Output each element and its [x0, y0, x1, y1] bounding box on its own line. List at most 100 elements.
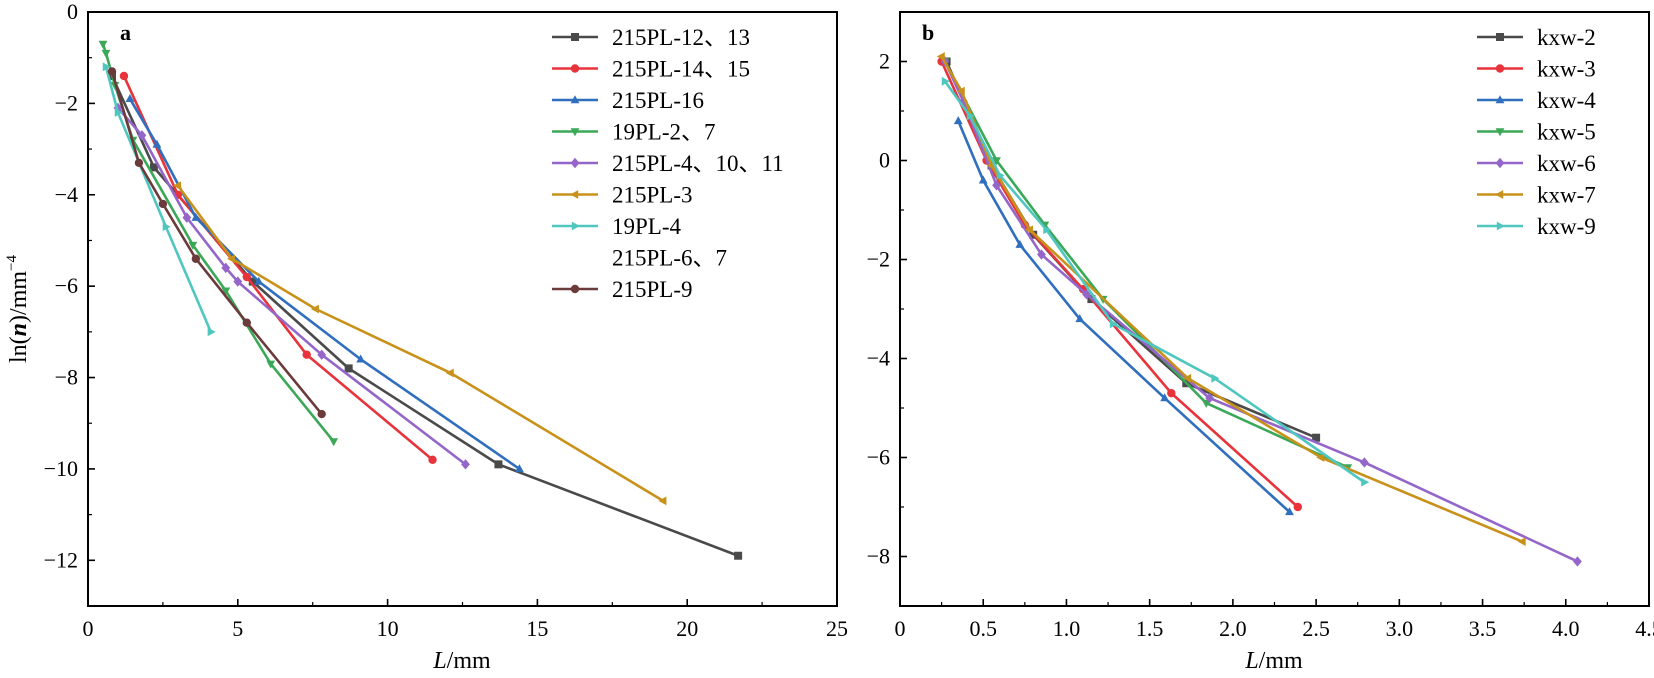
series-line — [176, 184, 664, 503]
series-6 — [173, 181, 667, 506]
series-1 — [942, 57, 1321, 442]
panel-a-legend: 215PL-12、13 215PL-14、15 215PL-16 19PL-2、7 21… — [552, 25, 784, 302]
panel-a-x-unit: /mm — [447, 648, 491, 674]
y-tick-label: 0 — [879, 148, 890, 173]
data-point — [134, 158, 144, 167]
series-5 — [940, 56, 1582, 567]
series-2 — [937, 57, 1303, 512]
legend-label: kxw-2 — [1537, 25, 1596, 50]
data-point — [98, 40, 108, 49]
legend-entry: 215PL-9 — [552, 277, 693, 302]
x-tick-label: 20 — [676, 616, 698, 641]
data-point — [356, 354, 366, 363]
data-point — [428, 455, 437, 464]
panel-a-y-sup: −4 — [4, 255, 20, 271]
data-point — [102, 62, 111, 72]
data-point — [188, 241, 198, 250]
data-point — [191, 212, 201, 221]
data-point — [1316, 453, 1325, 462]
x-tick-label: 2.5 — [1302, 616, 1330, 641]
legend-label: 215PL-16 — [612, 88, 704, 113]
x-tick-label: 25 — [826, 616, 848, 641]
x-tick-label: 1.0 — [1053, 616, 1081, 641]
series-line — [943, 60, 1349, 469]
panel-a-series — [98, 40, 743, 560]
legend-swatch-marker — [570, 128, 580, 137]
legend-label: 215PL-3 — [612, 183, 693, 208]
panel-b-letter: b — [922, 20, 934, 45]
data-point — [966, 111, 975, 121]
y-tick-label: −6 — [55, 273, 78, 298]
legend-label: kxw-3 — [1537, 57, 1596, 82]
legend-swatch-marker — [1496, 221, 1505, 231]
y-tick-label: −2 — [867, 247, 890, 272]
data-point — [173, 181, 182, 191]
data-point — [1109, 319, 1118, 329]
panel-b-legend: kxw-2 kxw-3 kxw-4 kxw-5 kxw-6 kxw-7 kxw-9 — [1477, 25, 1596, 239]
legend-swatch-marker — [1495, 190, 1504, 199]
data-point — [242, 318, 251, 327]
legend-swatch-marker — [571, 33, 579, 41]
legend-label: kxw-9 — [1537, 214, 1596, 239]
legend-label: 215PL-14、15 — [612, 57, 750, 82]
data-point — [445, 368, 454, 378]
data-point — [101, 49, 111, 58]
data-point — [1183, 373, 1192, 383]
x-tick-label: 10 — [377, 616, 399, 641]
data-point — [344, 364, 353, 373]
data-point — [182, 212, 192, 223]
x-tick-label: 0 — [83, 616, 94, 641]
data-point — [1359, 457, 1369, 468]
legend-label: 215PL-9 — [612, 277, 693, 302]
panel-b-series — [936, 52, 1582, 567]
series-line — [110, 75, 739, 557]
legend-label: kxw-4 — [1537, 88, 1596, 113]
data-point — [329, 438, 339, 447]
data-point — [137, 130, 147, 141]
data-point — [125, 94, 135, 103]
data-point — [996, 170, 1005, 180]
legend-entry: kxw-5 — [1477, 120, 1596, 145]
data-point — [1517, 537, 1526, 547]
legend-entry: 215PL-12、13 — [552, 25, 750, 50]
series-3 — [125, 94, 524, 473]
data-point — [992, 157, 1001, 166]
legend-label: 215PL-6、7 — [612, 246, 727, 271]
data-point — [119, 71, 129, 81]
legend-entry: 215PL-16 — [552, 88, 704, 113]
panel-b: 00.51.01.52.02.53.03.54.04.5 20−2−4−6−8 … — [867, 11, 1654, 674]
legend-entry: 215PL-14、15 — [552, 57, 750, 82]
data-point — [1015, 239, 1025, 248]
data-point — [149, 163, 158, 172]
series-3 — [953, 116, 1294, 516]
panel-b-x-var: L — [1244, 648, 1258, 674]
x-tick-label: 1.5 — [1136, 616, 1164, 641]
data-point — [1160, 393, 1170, 402]
x-tick-label: 4.0 — [1552, 616, 1580, 641]
series-line — [945, 60, 1317, 439]
x-tick-label: 3.5 — [1469, 616, 1497, 641]
data-point — [310, 304, 319, 314]
legend-swatch-marker — [1496, 33, 1504, 41]
legend-label: kxw-6 — [1537, 151, 1596, 176]
legend-swatch-marker — [570, 284, 580, 294]
legend-entry: kxw-9 — [1477, 214, 1596, 239]
data-point — [1025, 225, 1034, 235]
data-point — [227, 254, 236, 264]
data-point — [494, 460, 503, 469]
panel-b-x-ticks: 0 0.5 1.0 1.5 2.0 2.5 3.0 3.5 4.0 4.5 — [895, 599, 1654, 641]
legend-entry: kxw-6 — [1477, 151, 1596, 176]
legend-swatch-marker — [570, 64, 580, 73]
data-point — [461, 459, 470, 470]
legend-swatch-marker — [571, 221, 580, 231]
legend-entry: 215PL-6、7 — [612, 246, 727, 271]
panel-a-y-var: n — [6, 323, 32, 336]
series-line — [943, 80, 1366, 484]
legend-swatch-marker — [1495, 157, 1505, 169]
data-point — [953, 116, 963, 125]
data-point — [158, 199, 168, 209]
panel-a-y-post: )/mm — [6, 271, 32, 323]
series-4 — [940, 58, 1353, 473]
data-point — [152, 139, 162, 148]
